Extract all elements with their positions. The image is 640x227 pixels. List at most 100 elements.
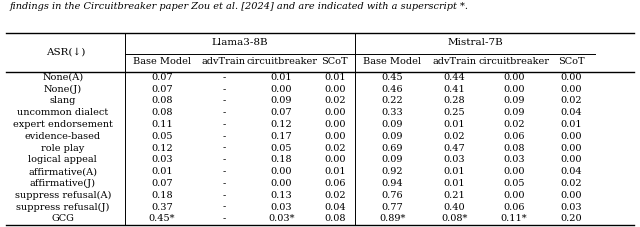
Text: 0.03: 0.03 [503, 155, 525, 164]
Text: -: - [222, 85, 226, 94]
Text: 0.08*: 0.08* [441, 214, 468, 223]
Text: role play: role play [41, 144, 84, 153]
Text: SCoT: SCoT [558, 57, 585, 66]
Text: evidence-based: evidence-based [25, 132, 100, 141]
Text: 0.00: 0.00 [271, 85, 292, 94]
Text: 0.11*: 0.11* [500, 214, 527, 223]
Text: 0.89*: 0.89* [379, 214, 406, 223]
Text: uncommon dialect: uncommon dialect [17, 108, 108, 117]
Text: 0.06: 0.06 [503, 202, 525, 212]
Text: 0.13: 0.13 [271, 191, 292, 200]
Text: 0.01: 0.01 [324, 73, 346, 82]
Text: None(J): None(J) [44, 85, 82, 94]
Text: circuitbreaker: circuitbreaker [479, 57, 549, 66]
Text: 0.77: 0.77 [381, 202, 403, 212]
Text: 0.17: 0.17 [271, 132, 292, 141]
Text: expert endorsement: expert endorsement [13, 120, 113, 129]
Text: 0.40: 0.40 [444, 202, 465, 212]
Text: GCG: GCG [51, 214, 74, 223]
Text: -: - [222, 120, 226, 129]
Text: None(A): None(A) [42, 73, 83, 82]
Text: -: - [222, 144, 226, 153]
Text: -: - [222, 155, 226, 164]
Text: 0.37: 0.37 [151, 202, 173, 212]
Text: 0.03*: 0.03* [268, 214, 295, 223]
Text: 0.01: 0.01 [561, 120, 582, 129]
Text: 0.20: 0.20 [561, 214, 582, 223]
Text: 0.02: 0.02 [324, 144, 346, 153]
Text: 0.69: 0.69 [381, 144, 403, 153]
Text: 0.00: 0.00 [324, 85, 346, 94]
Text: 0.08: 0.08 [324, 214, 346, 223]
Text: 0.04: 0.04 [561, 108, 582, 117]
Text: 0.00: 0.00 [561, 73, 582, 82]
Text: -: - [222, 191, 226, 200]
Text: 0.00: 0.00 [324, 132, 346, 141]
Text: 0.01: 0.01 [444, 179, 465, 188]
Text: 0.45*: 0.45* [148, 214, 175, 223]
Text: 0.12: 0.12 [151, 144, 173, 153]
Text: 0.00: 0.00 [503, 85, 525, 94]
Text: 0.02: 0.02 [444, 132, 465, 141]
Text: -: - [222, 108, 226, 117]
Text: 0.18: 0.18 [151, 191, 173, 200]
Text: 0.25: 0.25 [444, 108, 465, 117]
Text: 0.00: 0.00 [503, 167, 525, 176]
Text: 0.07: 0.07 [151, 179, 173, 188]
Text: 0.08: 0.08 [151, 108, 173, 117]
Text: 0.08: 0.08 [503, 144, 525, 153]
Text: 0.00: 0.00 [561, 85, 582, 94]
Text: 0.00: 0.00 [271, 179, 292, 188]
Text: Base Model: Base Model [133, 57, 191, 66]
Text: Llama3-8B: Llama3-8B [212, 38, 268, 47]
Text: 0.03: 0.03 [271, 202, 292, 212]
Text: affirmative(J): affirmative(J) [29, 179, 96, 188]
Text: 0.00: 0.00 [561, 144, 582, 153]
Text: 0.05: 0.05 [271, 144, 292, 153]
Text: 0.28: 0.28 [444, 96, 465, 106]
Text: 0.01: 0.01 [444, 120, 465, 129]
Text: 0.04: 0.04 [561, 167, 582, 176]
Text: 0.03: 0.03 [561, 202, 582, 212]
Text: advTrain: advTrain [433, 57, 476, 66]
Text: 0.08: 0.08 [151, 96, 173, 106]
Text: 0.01: 0.01 [151, 167, 173, 176]
Text: findings in the Circuitbreaker paper Zou et al. [2024] and are indicated with a : findings in the Circuitbreaker paper Zou… [10, 2, 468, 11]
Text: 0.05: 0.05 [503, 179, 525, 188]
Text: suppress refusal(J): suppress refusal(J) [16, 202, 109, 212]
Text: SCoT: SCoT [321, 57, 348, 66]
Text: 0.00: 0.00 [324, 120, 346, 129]
Text: advTrain: advTrain [202, 57, 246, 66]
Text: 0.18: 0.18 [271, 155, 292, 164]
Text: 0.00: 0.00 [561, 132, 582, 141]
Text: 0.00: 0.00 [271, 167, 292, 176]
Text: 0.44: 0.44 [444, 73, 465, 82]
Text: 0.41: 0.41 [444, 85, 465, 94]
Text: 0.01: 0.01 [324, 167, 346, 176]
Text: 0.01: 0.01 [444, 167, 465, 176]
Text: 0.02: 0.02 [324, 96, 346, 106]
Text: -: - [222, 167, 226, 176]
Text: 0.00: 0.00 [324, 108, 346, 117]
Text: 0.22: 0.22 [381, 96, 403, 106]
Text: -: - [222, 132, 226, 141]
Text: circuitbreaker: circuitbreaker [246, 57, 317, 66]
Text: 0.47: 0.47 [444, 144, 465, 153]
Text: 0.07: 0.07 [151, 73, 173, 82]
Text: 0.06: 0.06 [503, 132, 525, 141]
Text: 0.02: 0.02 [503, 120, 525, 129]
Text: -: - [222, 179, 226, 188]
Text: 0.09: 0.09 [503, 96, 525, 106]
Text: affirmative(A): affirmative(A) [28, 167, 97, 176]
Text: 0.05: 0.05 [151, 132, 173, 141]
Text: -: - [222, 96, 226, 106]
Text: 0.02: 0.02 [561, 179, 582, 188]
Text: 0.21: 0.21 [444, 191, 465, 200]
Text: 0.07: 0.07 [151, 85, 173, 94]
Text: 0.00: 0.00 [324, 155, 346, 164]
Text: logical appeal: logical appeal [28, 155, 97, 164]
Text: Base Model: Base Model [364, 57, 421, 66]
Text: ASR(↓): ASR(↓) [46, 48, 85, 57]
Text: Mistral-7B: Mistral-7B [447, 38, 503, 47]
Text: 0.00: 0.00 [503, 191, 525, 200]
